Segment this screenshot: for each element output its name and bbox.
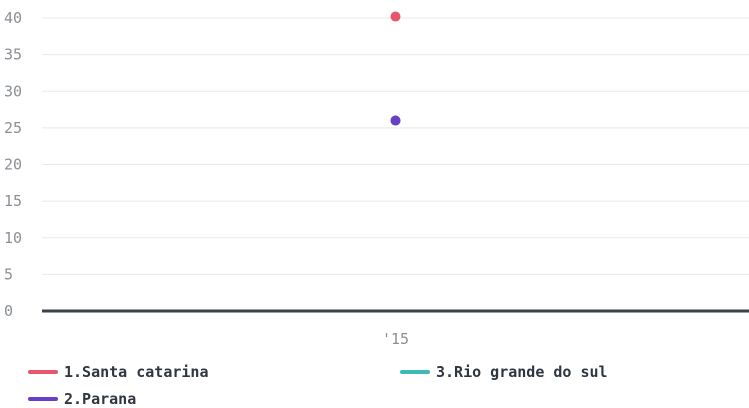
legend-swatch: [28, 370, 58, 374]
chart-plot: 0 5 10 15 20 25 30 35 40 '15: [4, 9, 749, 348]
y-tick-label: 40: [4, 9, 22, 27]
legend-swatch: [28, 397, 58, 401]
data-point[interactable]: [390, 11, 401, 22]
legend-label: 1.Santa catarina: [64, 363, 209, 381]
legend: 1.Santa catarina 3.Rio grande do sul 2.P…: [0, 360, 749, 408]
data-point[interactable]: [390, 115, 401, 126]
y-tick-label: 30: [4, 82, 22, 100]
legend-item-santa-catarina[interactable]: 1.Santa catarina: [28, 363, 209, 381]
legend-item-rio-grande-do-sul[interactable]: 3.Rio grande do sul: [400, 363, 608, 381]
y-tick-label: 20: [4, 156, 22, 174]
legend-label: 3.Rio grande do sul: [436, 363, 608, 381]
x-axis-ticks: '15: [382, 330, 409, 348]
y-tick-label: 0: [4, 302, 13, 320]
y-tick-label: 10: [4, 229, 22, 247]
y-axis-ticks: 0 5 10 15 20 25 30 35 40: [4, 9, 22, 320]
y-tick-label: 25: [4, 119, 22, 137]
legend-swatch: [400, 370, 430, 374]
x-tick-label: '15: [382, 330, 409, 348]
y-tick-label: 35: [4, 46, 22, 64]
grid-lines: [42, 17, 749, 275]
legend-label: 2.Parana: [64, 390, 137, 408]
y-tick-label: 5: [4, 265, 13, 283]
legend-item-parana[interactable]: 2.Parana: [28, 390, 136, 408]
data-points: [390, 11, 401, 126]
y-tick-label: 15: [4, 192, 22, 210]
